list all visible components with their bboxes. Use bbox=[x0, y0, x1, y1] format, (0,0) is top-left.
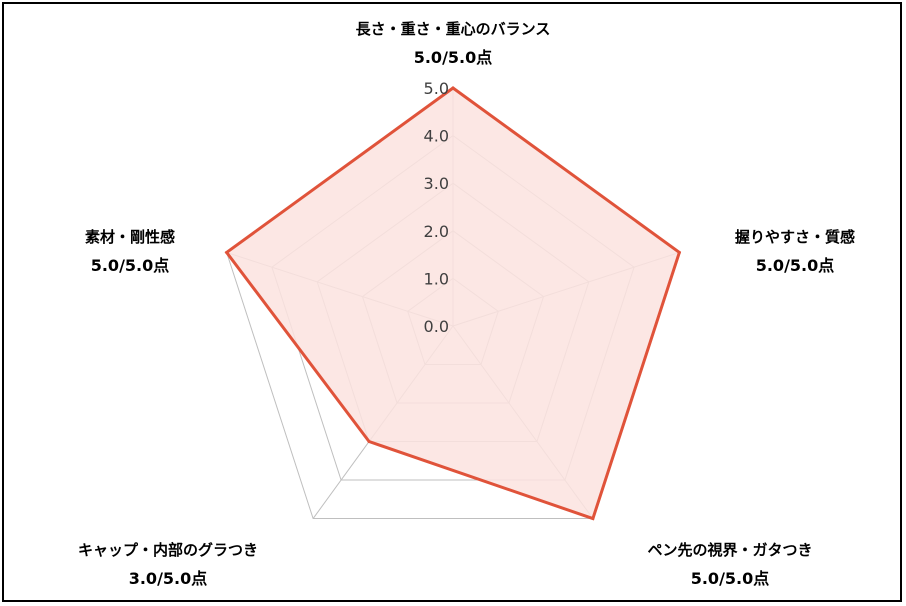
axis-score-4: 5.0/5.0点 bbox=[91, 256, 170, 275]
tick-layer: 0.0 1.0 2.0 3.0 4.0 5.0 bbox=[424, 79, 449, 336]
data-point-4 bbox=[225, 250, 229, 254]
axis-score-1: 5.0/5.0点 bbox=[756, 256, 835, 275]
series-layer bbox=[224, 86, 682, 521]
axis-label-0: 長さ・重さ・重心のバランス bbox=[356, 20, 551, 38]
tick-label-3: 3.0 bbox=[424, 174, 449, 193]
data-point-1 bbox=[677, 250, 681, 254]
tick-label-2: 2.0 bbox=[424, 222, 449, 241]
axis-label-4: 素材・剛性感 bbox=[85, 228, 175, 246]
series-polygon bbox=[224, 86, 682, 521]
tick-label-4: 4.0 bbox=[424, 127, 449, 146]
data-point-2 bbox=[591, 517, 595, 521]
axis-score-3: 3.0/5.0点 bbox=[129, 569, 208, 588]
axis-score-2: 5.0/5.0点 bbox=[691, 569, 770, 588]
tick-label-0: 0.0 bbox=[424, 317, 449, 336]
axis-label-2: ペン先の視界・ガタつき bbox=[647, 541, 812, 559]
axis-label-1: 握りやすさ・質感 bbox=[735, 228, 855, 246]
data-point-3 bbox=[367, 440, 371, 444]
tick-label-1: 1.0 bbox=[424, 269, 449, 288]
axis-label-3: キャップ・内部のグラつき bbox=[78, 541, 258, 559]
tick-label-5: 5.0 bbox=[424, 79, 449, 98]
data-point-0 bbox=[451, 86, 455, 90]
axis-score-0: 5.0/5.0点 bbox=[414, 48, 493, 67]
